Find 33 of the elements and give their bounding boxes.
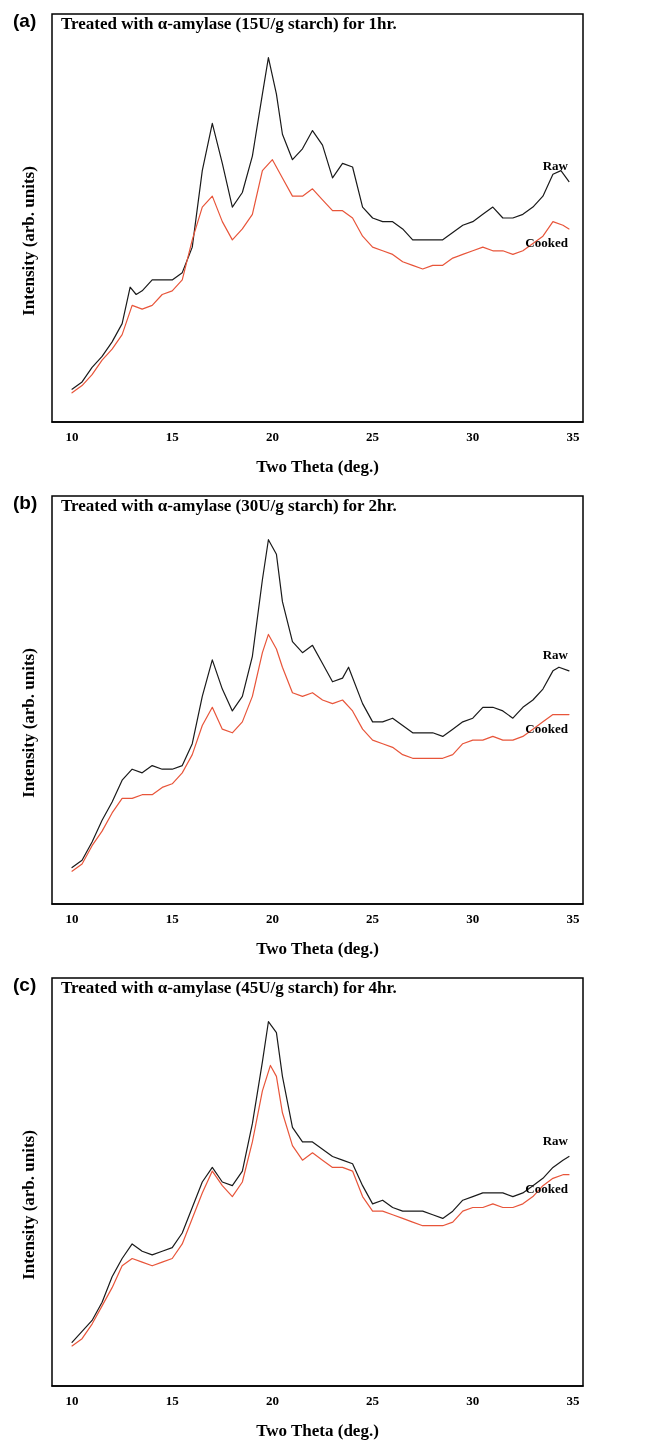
x-tick-label: 15 [165, 1393, 180, 1408]
x-tick-label: 20 [265, 1393, 279, 1408]
x-tick-label: 25 [366, 429, 380, 444]
series-label: Raw [542, 158, 569, 174]
chart-subtitle: Treated with α-amylase (45U/g starch) for 4hr. [61, 978, 397, 997]
x-axis-title: Two Theta (deg.) [256, 457, 379, 476]
x-tick-label: 30 [466, 1393, 480, 1408]
x-tick-label: 10 [65, 429, 79, 444]
series-label: Raw [542, 1133, 569, 1148]
y-axis-title: Intensity (arb. units) [19, 648, 38, 798]
x-tick-label: 15 [165, 429, 180, 444]
chart-subtitle: Treated with α-amylase (30U/g starch) for 2hr. [61, 496, 397, 515]
y-axis-title: Intensity (arb. units) [19, 166, 38, 316]
chart-title: (b) [13, 492, 38, 513]
chart-title: (c) [13, 974, 37, 995]
chart-subtitle: Treated with α-amylase (15U/g starch) for 1hr. [61, 14, 397, 33]
x-tick-label: 30 [466, 429, 480, 444]
x-axis-title: Two Theta (deg.) [256, 939, 379, 958]
x-tick-label: 35 [566, 429, 580, 444]
x-tick-label: 30 [466, 911, 480, 926]
x-tick-label: 35 [566, 911, 580, 926]
x-tick-label: 25 [366, 911, 380, 926]
series-label: Raw [542, 647, 569, 663]
chart-title: (a) [13, 10, 37, 31]
x-tick-label: 10 [65, 1393, 79, 1408]
x-tick-label: 20 [265, 429, 279, 444]
x-tick-label: 15 [165, 911, 180, 926]
x-tick-label: 20 [265, 911, 279, 926]
x-tick-label: 10 [65, 911, 79, 926]
x-tick-label: 35 [566, 1393, 580, 1408]
y-axis-title: Intensity (arb. units) [19, 1130, 38, 1280]
x-tick-label: 25 [366, 1393, 380, 1408]
x-axis-title: Two Theta (deg.) [256, 1421, 379, 1440]
